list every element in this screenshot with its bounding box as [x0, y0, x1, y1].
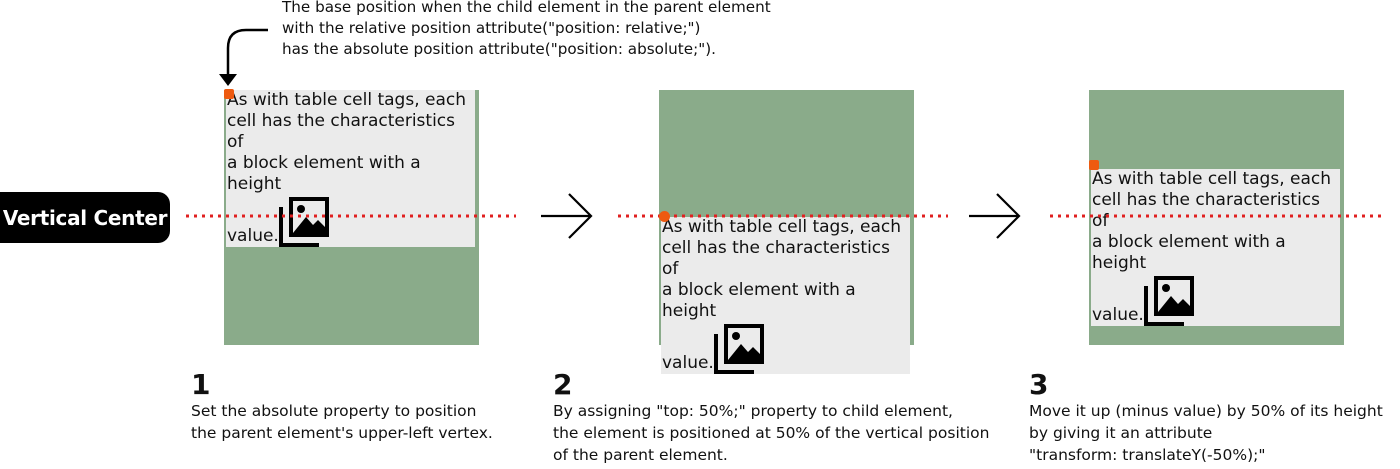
- step-3-number: 3: [1029, 368, 1049, 401]
- image-gallery-icon: [1143, 274, 1196, 326]
- child-text-line-4: value.: [1092, 305, 1144, 325]
- step-2-number: 2: [553, 368, 573, 401]
- annotation-line-1: The base position when the child element…: [282, 0, 771, 16]
- child-text-line-4: value.: [662, 353, 714, 373]
- origin-marker-step-3: [1089, 160, 1099, 170]
- annotation-line-3: has the absolute position attribute("pos…: [282, 40, 716, 58]
- image-gallery-icon: [713, 322, 766, 374]
- child-text-line-2: cell has the characteristics of: [662, 238, 890, 279]
- step-3-caption: 3 Move it up (minus value) by 50% of its…: [1029, 370, 1383, 466]
- child-box-step-3: As with table cell tags, each cell has t…: [1091, 169, 1340, 326]
- step-1-number: 1: [191, 368, 211, 401]
- arrow-right-icon: [541, 193, 593, 239]
- child-text-line-3: a block element with a height: [227, 153, 421, 194]
- child-text-line-3: a block element with a height: [1092, 232, 1286, 273]
- step-1-line-2: the parent element's upper-left vertex.: [191, 424, 493, 442]
- origin-marker-step-1: [224, 89, 234, 99]
- parent-box-step-2: As with table cell tags, each cell has t…: [659, 90, 914, 374]
- step-1-caption: 1 Set the absolute property to position …: [191, 370, 493, 444]
- child-text-line-4: value.: [227, 226, 279, 246]
- child-box-step-1: As with table cell tags, each cell has t…: [226, 90, 475, 247]
- child-text-line-1: As with table cell tags, each: [662, 217, 902, 237]
- parent-box-step-3: As with table cell tags, each cell has t…: [1089, 90, 1344, 345]
- vertical-center-label: Vertical Center: [0, 192, 170, 243]
- child-text-line-1: As with table cell tags, each: [227, 90, 467, 110]
- step-2-caption: 2 By assigning "top: 50%;" property to c…: [553, 370, 989, 466]
- step-2-line-2: the element is positioned at 50% of the …: [553, 424, 990, 442]
- annotation-line-2: with the relative position attribute("po…: [282, 19, 701, 37]
- step-1-line-1: Set the absolute property to position: [191, 402, 477, 420]
- child-text-line-2: cell has the characteristics of: [227, 111, 455, 152]
- child-text-line-2: cell has the characteristics of: [1092, 190, 1320, 231]
- step-3-line-3: "transform: translateY(-50%);": [1029, 446, 1266, 464]
- step-3-line-1: Move it up (minus value) by 50% of its h…: [1029, 402, 1383, 420]
- step-3-line-2: by giving it an attribute: [1029, 424, 1213, 442]
- child-text-line-3: a block element with a height: [662, 280, 856, 321]
- base-position-annotation: The base position when the child element…: [282, 0, 842, 60]
- step-2-line-3: of the parent element.: [553, 446, 728, 464]
- arrow-right-icon: [969, 193, 1021, 239]
- origin-marker-step-2: [659, 211, 670, 222]
- curved-arrow-down-icon: [219, 28, 268, 86]
- child-text-line-1: As with table cell tags, each: [1092, 169, 1332, 189]
- child-box-step-2: As with table cell tags, each cell has t…: [661, 217, 910, 374]
- step-2-line-1: By assigning "top: 50%;" property to chi…: [553, 402, 953, 420]
